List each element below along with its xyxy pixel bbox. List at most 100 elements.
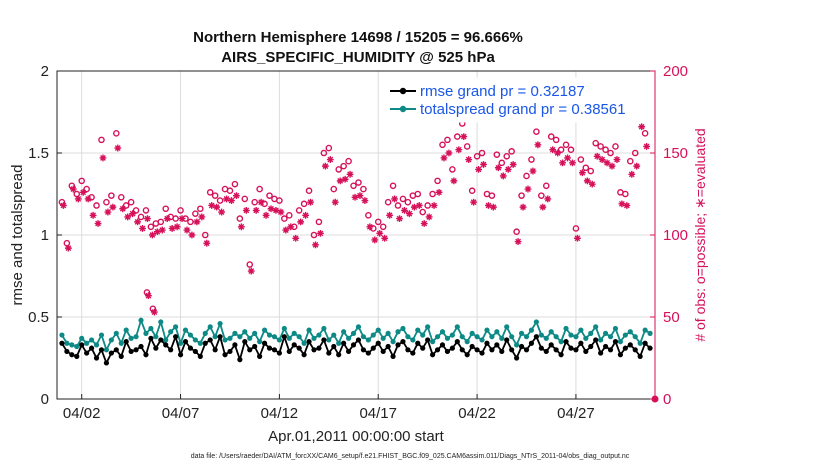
obs-evaluated-marker xyxy=(183,226,191,234)
rmse-point xyxy=(138,343,144,350)
obs-evaluated-marker xyxy=(583,177,591,185)
obs-possible-marker xyxy=(360,185,367,193)
rmse-point xyxy=(598,350,604,356)
obs-possible-marker xyxy=(562,141,570,149)
obs-evaluated-marker xyxy=(336,177,344,185)
rmse-point xyxy=(390,353,396,359)
obs-possible-marker xyxy=(567,146,575,154)
obs-evaluated-marker xyxy=(94,220,102,227)
y-axis-ticks: 0 0.5 1 1.5 2 xyxy=(28,63,62,408)
totalspread-point xyxy=(607,334,614,340)
obs-evaluated-marker xyxy=(144,215,151,222)
obs-evaluated-marker xyxy=(499,172,507,180)
obs-possible-marker xyxy=(404,198,412,206)
obs-possible-marker xyxy=(592,139,599,147)
obs-possible-marker xyxy=(389,182,397,190)
rmse-point xyxy=(415,340,421,346)
rmse-point xyxy=(553,347,559,353)
obs-evaluated-marker xyxy=(598,156,606,163)
obs-possible-marker xyxy=(192,210,199,217)
totalspread-point xyxy=(484,327,490,333)
obs-evaluated-marker xyxy=(623,202,631,209)
obs-possible-marker xyxy=(93,202,100,209)
obs-evaluated-marker xyxy=(302,211,310,219)
obs-evaluated-marker xyxy=(544,195,552,203)
obs-evaluated-marker xyxy=(574,234,581,242)
obs-evaluated-marker xyxy=(519,203,527,211)
totalspread-point xyxy=(632,334,638,340)
rmse-point xyxy=(627,342,633,348)
x-tick-label: 04/27 xyxy=(557,405,595,422)
totalspread-point xyxy=(217,320,223,327)
totalspread-point xyxy=(553,334,559,340)
totalspread-point xyxy=(316,332,322,338)
rmse-point xyxy=(622,345,628,351)
obs-possible-marker xyxy=(256,185,263,193)
obs-evaluated-marker xyxy=(549,146,557,154)
rmse-point xyxy=(177,352,184,358)
totalspread-point xyxy=(93,342,100,348)
rmse-point xyxy=(514,355,520,361)
obs-possible-marker xyxy=(518,192,525,199)
obs-possible-marker xyxy=(132,207,140,214)
rmse-point xyxy=(459,347,465,353)
obs-evaluated-marker xyxy=(470,198,478,206)
rmse-point xyxy=(113,347,119,353)
obs-possible-marker xyxy=(315,218,323,226)
totalspread-point xyxy=(395,329,401,335)
totalspread-point xyxy=(271,334,278,340)
totalspread-point xyxy=(192,337,198,343)
legend-marker-totalspread xyxy=(399,105,407,113)
totalspread-point xyxy=(341,329,347,335)
right-y-axis-label: # of obs: o=possible; ∗=evaluated xyxy=(692,128,708,341)
obs-possible-marker xyxy=(463,143,471,150)
x-tick-label: 04/02 xyxy=(63,405,101,422)
obs-possible-marker xyxy=(449,166,456,173)
totalspread-point xyxy=(232,330,238,336)
obs-evaluated-marker xyxy=(391,195,398,203)
totalspread-point xyxy=(182,327,189,333)
obs-possible-marker xyxy=(281,215,288,222)
rmse-point xyxy=(103,360,110,366)
obs-evaluated-marker xyxy=(203,239,211,247)
rmse-point xyxy=(494,342,500,348)
obs-possible-marker xyxy=(582,164,590,172)
rmse-point xyxy=(93,355,100,361)
right-y-tick-label: 50 xyxy=(663,309,680,326)
obs-possible-marker xyxy=(206,189,214,196)
totalspread-point xyxy=(415,327,421,333)
obs-possible-marker xyxy=(419,208,427,216)
totalspread-point xyxy=(538,332,544,338)
obs-possible-marker xyxy=(340,162,347,170)
totalspread-point xyxy=(504,324,510,330)
totalspread-point xyxy=(523,334,530,340)
rmse-point xyxy=(301,352,307,358)
obs-evaluated-marker xyxy=(386,211,394,219)
obs-evaluated-marker xyxy=(326,156,334,163)
obs-possible-marker xyxy=(295,207,303,214)
totalspread-point xyxy=(311,335,317,341)
totalspread-point xyxy=(222,337,228,343)
obs-evaluated-marker xyxy=(524,185,532,193)
obs-evaluated-marker xyxy=(64,244,72,252)
totalspread-point xyxy=(128,335,134,341)
rmse-point xyxy=(464,352,470,358)
rmse-point xyxy=(499,348,505,355)
obs-possible-marker xyxy=(612,143,619,150)
rmse-point xyxy=(128,348,134,355)
totalspread-point xyxy=(138,317,144,323)
obs-evaluated-marker xyxy=(188,231,196,239)
totalspread-point xyxy=(350,330,357,336)
totalspread-point xyxy=(647,330,653,336)
obs-possible-marker xyxy=(607,149,614,157)
obs-evaluated-marker xyxy=(405,210,413,218)
totalspread-point xyxy=(153,334,159,340)
obs-possible-marker xyxy=(641,130,649,137)
totalspread-point xyxy=(301,340,307,346)
obs-possible-marker xyxy=(399,195,407,203)
obs-evaluated-marker xyxy=(252,207,260,214)
rmse-point xyxy=(400,339,406,345)
obs-possible-marker xyxy=(468,187,476,195)
obs-evaluated-marker xyxy=(247,267,255,275)
plot-area xyxy=(58,100,659,403)
